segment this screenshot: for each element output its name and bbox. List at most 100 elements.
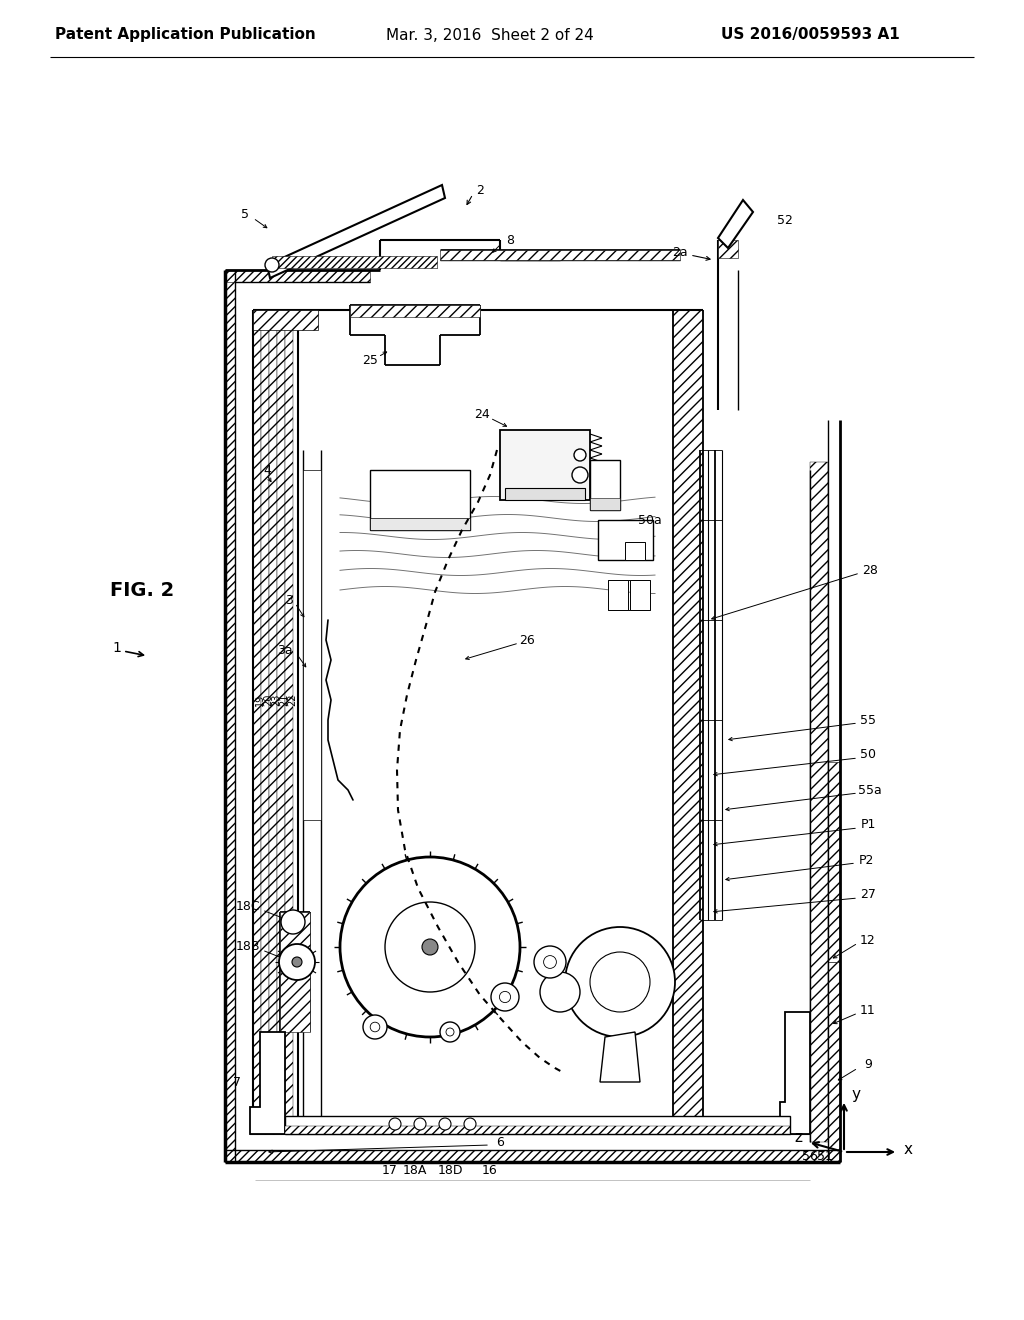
Text: y: y xyxy=(852,1086,861,1101)
Text: 52: 52 xyxy=(777,214,793,227)
Bar xyxy=(370,517,470,531)
Text: 50: 50 xyxy=(860,748,876,762)
Circle shape xyxy=(414,1118,426,1130)
Text: 4: 4 xyxy=(263,463,271,477)
Circle shape xyxy=(281,909,305,935)
Bar xyxy=(505,488,585,500)
Text: 18D: 18D xyxy=(437,1163,463,1176)
Text: 55a: 55a xyxy=(858,784,882,796)
Text: P1: P1 xyxy=(860,818,876,832)
Text: 17: 17 xyxy=(382,1163,398,1176)
Text: 27: 27 xyxy=(860,888,876,902)
Bar xyxy=(590,498,620,510)
Bar xyxy=(303,470,321,820)
Circle shape xyxy=(572,467,588,483)
Text: 2: 2 xyxy=(476,183,484,197)
Bar xyxy=(225,271,370,282)
Text: 50a: 50a xyxy=(638,513,662,527)
Circle shape xyxy=(540,972,580,1012)
Polygon shape xyxy=(267,185,445,279)
Bar xyxy=(370,470,470,531)
Bar xyxy=(261,312,269,1134)
Circle shape xyxy=(440,1022,460,1041)
Bar xyxy=(590,459,620,510)
Text: 22: 22 xyxy=(287,694,297,706)
Circle shape xyxy=(362,1015,387,1039)
Circle shape xyxy=(279,944,315,979)
Text: 18B: 18B xyxy=(236,940,260,953)
Circle shape xyxy=(385,902,475,993)
Circle shape xyxy=(340,857,520,1038)
Circle shape xyxy=(464,1118,476,1130)
Bar xyxy=(608,579,628,610)
Polygon shape xyxy=(718,201,753,248)
Text: 56: 56 xyxy=(802,1151,818,1163)
Text: 21: 21 xyxy=(279,694,289,706)
Text: 2a: 2a xyxy=(672,246,688,259)
Circle shape xyxy=(446,1028,454,1036)
Circle shape xyxy=(292,957,302,968)
Circle shape xyxy=(439,1118,451,1130)
Text: 55: 55 xyxy=(860,714,876,726)
Circle shape xyxy=(544,956,556,969)
Text: 51: 51 xyxy=(817,1151,833,1163)
Circle shape xyxy=(565,927,675,1038)
Circle shape xyxy=(371,1022,380,1032)
Text: Patent Application Publication: Patent Application Publication xyxy=(54,28,315,42)
Text: 12: 12 xyxy=(860,933,876,946)
Text: 19: 19 xyxy=(255,694,265,706)
Bar xyxy=(269,312,278,1134)
Bar xyxy=(225,1150,840,1162)
Text: 8: 8 xyxy=(506,234,514,247)
Bar xyxy=(673,310,703,1133)
Text: 7: 7 xyxy=(233,1076,241,1089)
Bar xyxy=(253,310,318,330)
Text: Mar. 3, 2016  Sheet 2 of 24: Mar. 3, 2016 Sheet 2 of 24 xyxy=(386,28,594,42)
Bar xyxy=(253,312,261,1134)
Text: 18A: 18A xyxy=(402,1163,427,1176)
Bar xyxy=(272,256,437,268)
Text: P2: P2 xyxy=(858,854,873,866)
Text: 11: 11 xyxy=(860,1003,876,1016)
Bar xyxy=(630,579,650,610)
Bar xyxy=(278,312,285,1134)
Bar xyxy=(285,1126,790,1134)
Bar xyxy=(350,305,480,317)
Bar xyxy=(828,962,840,1162)
Bar xyxy=(828,762,840,962)
Text: z: z xyxy=(794,1130,802,1146)
Bar xyxy=(285,312,293,1134)
Text: 23: 23 xyxy=(271,694,281,706)
Text: FIG. 2: FIG. 2 xyxy=(110,581,174,599)
Circle shape xyxy=(422,939,438,954)
Bar xyxy=(810,462,828,1142)
Text: 3a: 3a xyxy=(278,644,293,656)
Circle shape xyxy=(389,1118,401,1130)
Circle shape xyxy=(534,946,566,978)
Text: x: x xyxy=(904,1142,913,1156)
Bar xyxy=(250,1119,810,1134)
Circle shape xyxy=(265,257,279,272)
Bar xyxy=(718,240,738,257)
Text: 25: 25 xyxy=(362,354,378,367)
Polygon shape xyxy=(250,1032,285,1134)
Text: 5: 5 xyxy=(241,209,249,222)
Text: 9: 9 xyxy=(864,1059,872,1072)
Polygon shape xyxy=(600,1032,640,1082)
Bar xyxy=(280,912,310,1032)
Bar xyxy=(500,430,590,500)
Bar xyxy=(625,543,645,560)
Text: 6: 6 xyxy=(496,1135,504,1148)
Circle shape xyxy=(590,952,650,1012)
Text: 18C: 18C xyxy=(236,900,260,913)
Polygon shape xyxy=(780,1012,810,1134)
Text: 16: 16 xyxy=(482,1163,498,1176)
Text: 3: 3 xyxy=(285,594,293,606)
Text: 1: 1 xyxy=(112,642,121,655)
Bar xyxy=(440,249,680,260)
Text: 26: 26 xyxy=(519,634,535,647)
Circle shape xyxy=(490,983,519,1011)
Circle shape xyxy=(500,991,511,1003)
Bar xyxy=(598,520,653,560)
Text: 28: 28 xyxy=(862,564,878,577)
